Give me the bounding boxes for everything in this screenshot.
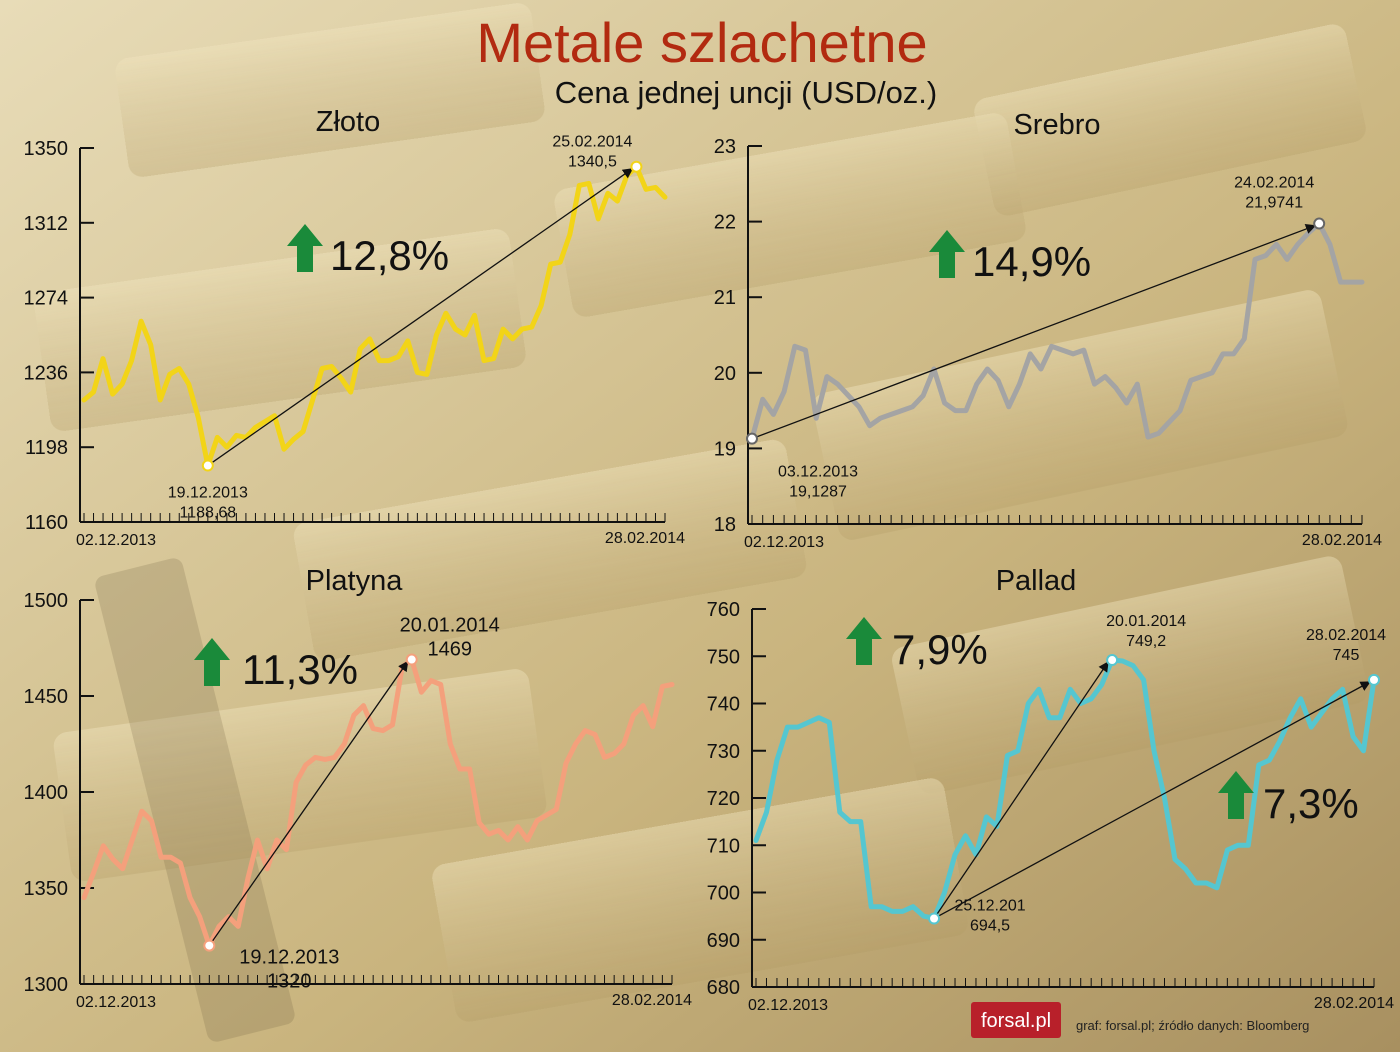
platinum-point-marker [405, 653, 418, 666]
footer-credits: graf: forsal.pl; źródło danych: Bloomber… [1076, 1018, 1309, 1033]
silver-trend-arrow [751, 224, 1317, 440]
palladium-trend-arrow [933, 661, 1109, 919]
gold-annotation-value: 1340,5 [568, 154, 617, 171]
page-title: Metale szlachetne [476, 11, 927, 74]
gold-change-label: 12,8% [330, 232, 449, 279]
silver-change-label: 14,9% [972, 238, 1091, 285]
silver-y-tick-label: 23 [714, 136, 736, 158]
gold-y-tick-label: 1160 [25, 512, 68, 534]
palladium-x-end-label: 28.02.2014 [1314, 995, 1394, 1012]
forsal-logo[interactable]: forsal.pl [981, 1010, 1051, 1032]
gold-point-marker [630, 160, 643, 173]
platinum-y-tick-label: 1500 [24, 590, 69, 612]
palladium-point-marker [1368, 673, 1380, 686]
platinum-y-tick-label: 1450 [24, 686, 69, 708]
palladium-y-tick-label: 700 [707, 883, 740, 905]
gold-y-tick-label: 1198 [25, 437, 68, 459]
palladium-y-tick-label: 730 [707, 741, 740, 763]
silver-y-tick-label: 18 [714, 514, 736, 536]
platinum-trend-arrow [208, 660, 409, 946]
palladium-series-line [753, 657, 1377, 921]
gold-annotation-date: 25.02.2014 [552, 134, 632, 151]
gold-up-arrow-icon [287, 224, 323, 272]
silver-up-arrow-icon [929, 230, 965, 278]
palladium-y-tick-label: 760 [707, 599, 740, 621]
platinum-annotation-date: 19.12.2013 [239, 947, 339, 969]
palladium-annotation-value: 745 [1333, 647, 1360, 664]
palladium-change-label: 7,9% [892, 626, 988, 673]
platinum-title: Platyna [306, 565, 404, 597]
gold-chart: Złoto 1160 1198 1236 1274 1312 1350 02.12.2013 2… [24, 106, 686, 549]
palladium-annotation-date: 28.02.2014 [1306, 627, 1386, 644]
silver-annotation-date: 24.02.2014 [1234, 175, 1314, 192]
gold-annotation-date: 19.12.2013 [168, 485, 248, 502]
platinum-y-tick-label: 1400 [24, 782, 69, 804]
silver-point-marker [1313, 217, 1326, 230]
platinum-x-start-label: 02.12.2013 [76, 994, 156, 1011]
gold-x-end-label: 28.02.2014 [605, 530, 685, 547]
gold-y-tick-label: 1312 [24, 213, 69, 235]
silver-y-tick-label: 21 [714, 287, 736, 309]
platinum-annotation-date: 20.01.2014 [400, 615, 500, 637]
palladium-annotation-date: 25.12.201 [954, 897, 1025, 914]
silver-y-tick-label: 19 [714, 438, 736, 460]
palladium-up-arrow-icon [846, 617, 882, 665]
gold-annotation-value: 1188,68 [179, 505, 236, 522]
forsal-logo-box[interactable] [971, 1002, 1061, 1038]
platinum-point-marker [203, 939, 216, 952]
palladium-annotation-date: 20.01.2014 [1106, 613, 1186, 630]
silver-annotation-value: 21,9741 [1245, 195, 1303, 212]
silver-annotation-value: 19,1287 [789, 484, 847, 501]
platinum-up-arrow-icon [194, 638, 230, 686]
background-gold-bars [34, 3, 1368, 1042]
silver-chart: Srebro 18 19 20 21 22 23 02.12.2013 28.02.2014 03… [714, 109, 1382, 551]
palladium-annotation-value: 749,2 [1126, 633, 1166, 650]
silver-title: Srebro [1013, 109, 1100, 141]
palladium-trend-arrow [933, 681, 1371, 920]
palladium-annotation-value: 694,5 [970, 917, 1010, 934]
gold-point-marker [201, 459, 214, 472]
platinum-x-end-label: 28.02.2014 [612, 992, 692, 1009]
palladium-y-tick-label: 710 [707, 835, 740, 857]
silver-y-tick-label: 22 [714, 212, 736, 234]
palladium-y-tick-label: 720 [707, 788, 740, 810]
gold-y-tick-label: 1350 [24, 138, 69, 160]
palladium-title: Pallad [996, 565, 1077, 597]
platinum-annotation-value: 1469 [427, 639, 472, 661]
gold-trend-arrow [207, 168, 634, 467]
palladium-point-marker [1106, 654, 1119, 667]
platinum-change-label: 11,3% [242, 646, 358, 693]
platinum-y-tick-label: 1350 [24, 878, 69, 900]
silver-annotation-date: 03.12.2013 [778, 464, 858, 481]
silver-series-line [749, 221, 1365, 442]
palladium-y-tick-label: 680 [707, 977, 740, 999]
palladium-up-arrow-icon [1218, 771, 1254, 819]
palladium-y-tick-label: 750 [707, 646, 740, 668]
palladium-y-tick-label: 740 [707, 694, 740, 716]
silver-x-end-label: 28.02.2014 [1302, 532, 1382, 549]
silver-x-start-label: 02.12.2013 [744, 534, 824, 551]
gold-x-start-label: 02.12.2013 [76, 532, 156, 549]
palladium-change-label: 7,3% [1263, 780, 1359, 827]
platinum-y-tick-label: 1300 [24, 974, 69, 996]
palladium-y-tick-label: 690 [707, 930, 740, 952]
palladium-x-start-label: 02.12.2013 [748, 997, 828, 1014]
gold-y-tick-label: 1274 [24, 288, 69, 310]
platinum-annotation-value: 1320 [267, 971, 312, 993]
platinum-series-line [81, 657, 675, 949]
silver-y-tick-label: 20 [714, 363, 736, 385]
palladium-chart: Pallad 680 690 700 710 720 730 740 750 760 02.12.2… [707, 565, 1394, 1014]
silver-point-marker [746, 432, 758, 445]
gold-y-tick-label: 1236 [24, 362, 69, 384]
platinum-chart: Platyna 1300 1350 1400 1450 1500 02.12.2013 28.… [24, 565, 693, 1011]
page-subtitle: Cena jednej uncji (USD/oz.) [555, 75, 938, 110]
palladium-point-marker [928, 912, 941, 925]
gold-title: Złoto [316, 106, 380, 138]
